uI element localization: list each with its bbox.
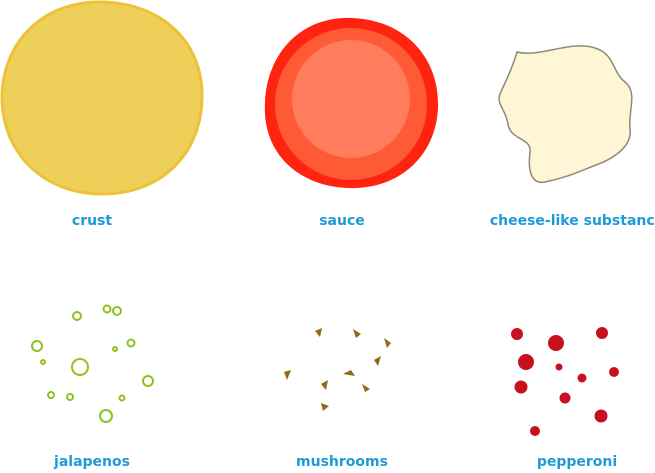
- jalapeno: [142, 375, 154, 387]
- pepperoni-item[interactable]: pepperoni: [511, 327, 619, 470]
- sauce-label[interactable]: sauce: [319, 213, 365, 229]
- pepperoni: [530, 426, 540, 436]
- jalapenos-label[interactable]: jalapenos: [53, 454, 130, 470]
- jalapeno: [71, 358, 89, 376]
- pepperoni-label[interactable]: pepperoni: [537, 454, 617, 470]
- jalapeno: [31, 340, 43, 352]
- jalapeno: [72, 311, 82, 321]
- pepperoni: [577, 373, 587, 383]
- sauce-item[interactable]: sauce: [264, 17, 439, 229]
- jalapeno: [66, 393, 74, 401]
- jalapeno: [126, 338, 136, 348]
- mushroom: [315, 328, 322, 337]
- pepperoni: [514, 380, 528, 394]
- cheese-shape: [498, 45, 633, 183]
- pepperoni: [594, 409, 608, 423]
- mushroom: [362, 384, 370, 392]
- jalapeno: [112, 306, 122, 316]
- crust-item[interactable]: crust: [0, 0, 204, 229]
- cheese-label[interactable]: cheese-like substance: [490, 213, 655, 229]
- crust-shape: [0, 0, 204, 196]
- mushroom: [353, 329, 361, 338]
- pepperoni: [559, 392, 571, 404]
- pepperoni: [518, 354, 534, 370]
- crust-label[interactable]: crust: [72, 213, 113, 229]
- mushroom: [343, 370, 355, 376]
- pepperoni: [548, 335, 564, 351]
- pepperoni: [511, 328, 523, 340]
- cheese-item[interactable]: cheese-like substance: [490, 45, 655, 229]
- mushroom: [321, 380, 328, 390]
- pepperoni: [596, 327, 608, 339]
- jalapeno: [112, 346, 118, 352]
- jalapeno: [47, 391, 55, 399]
- pepperoni: [609, 367, 619, 377]
- mushroom: [284, 370, 291, 380]
- mushrooms-label[interactable]: mushrooms: [296, 454, 388, 470]
- jalapeno: [102, 304, 112, 314]
- jalapenos-item[interactable]: jalapenos: [31, 304, 154, 471]
- sauce-inner: [292, 40, 410, 158]
- mushroom: [374, 356, 381, 366]
- pepperoni: [555, 363, 563, 371]
- mushrooms-item[interactable]: mushrooms: [284, 328, 391, 470]
- jalapeno: [118, 394, 126, 402]
- mushroom: [384, 338, 391, 348]
- jalapeno: [40, 359, 46, 365]
- mushroom: [321, 403, 329, 411]
- jalapeno: [99, 409, 113, 423]
